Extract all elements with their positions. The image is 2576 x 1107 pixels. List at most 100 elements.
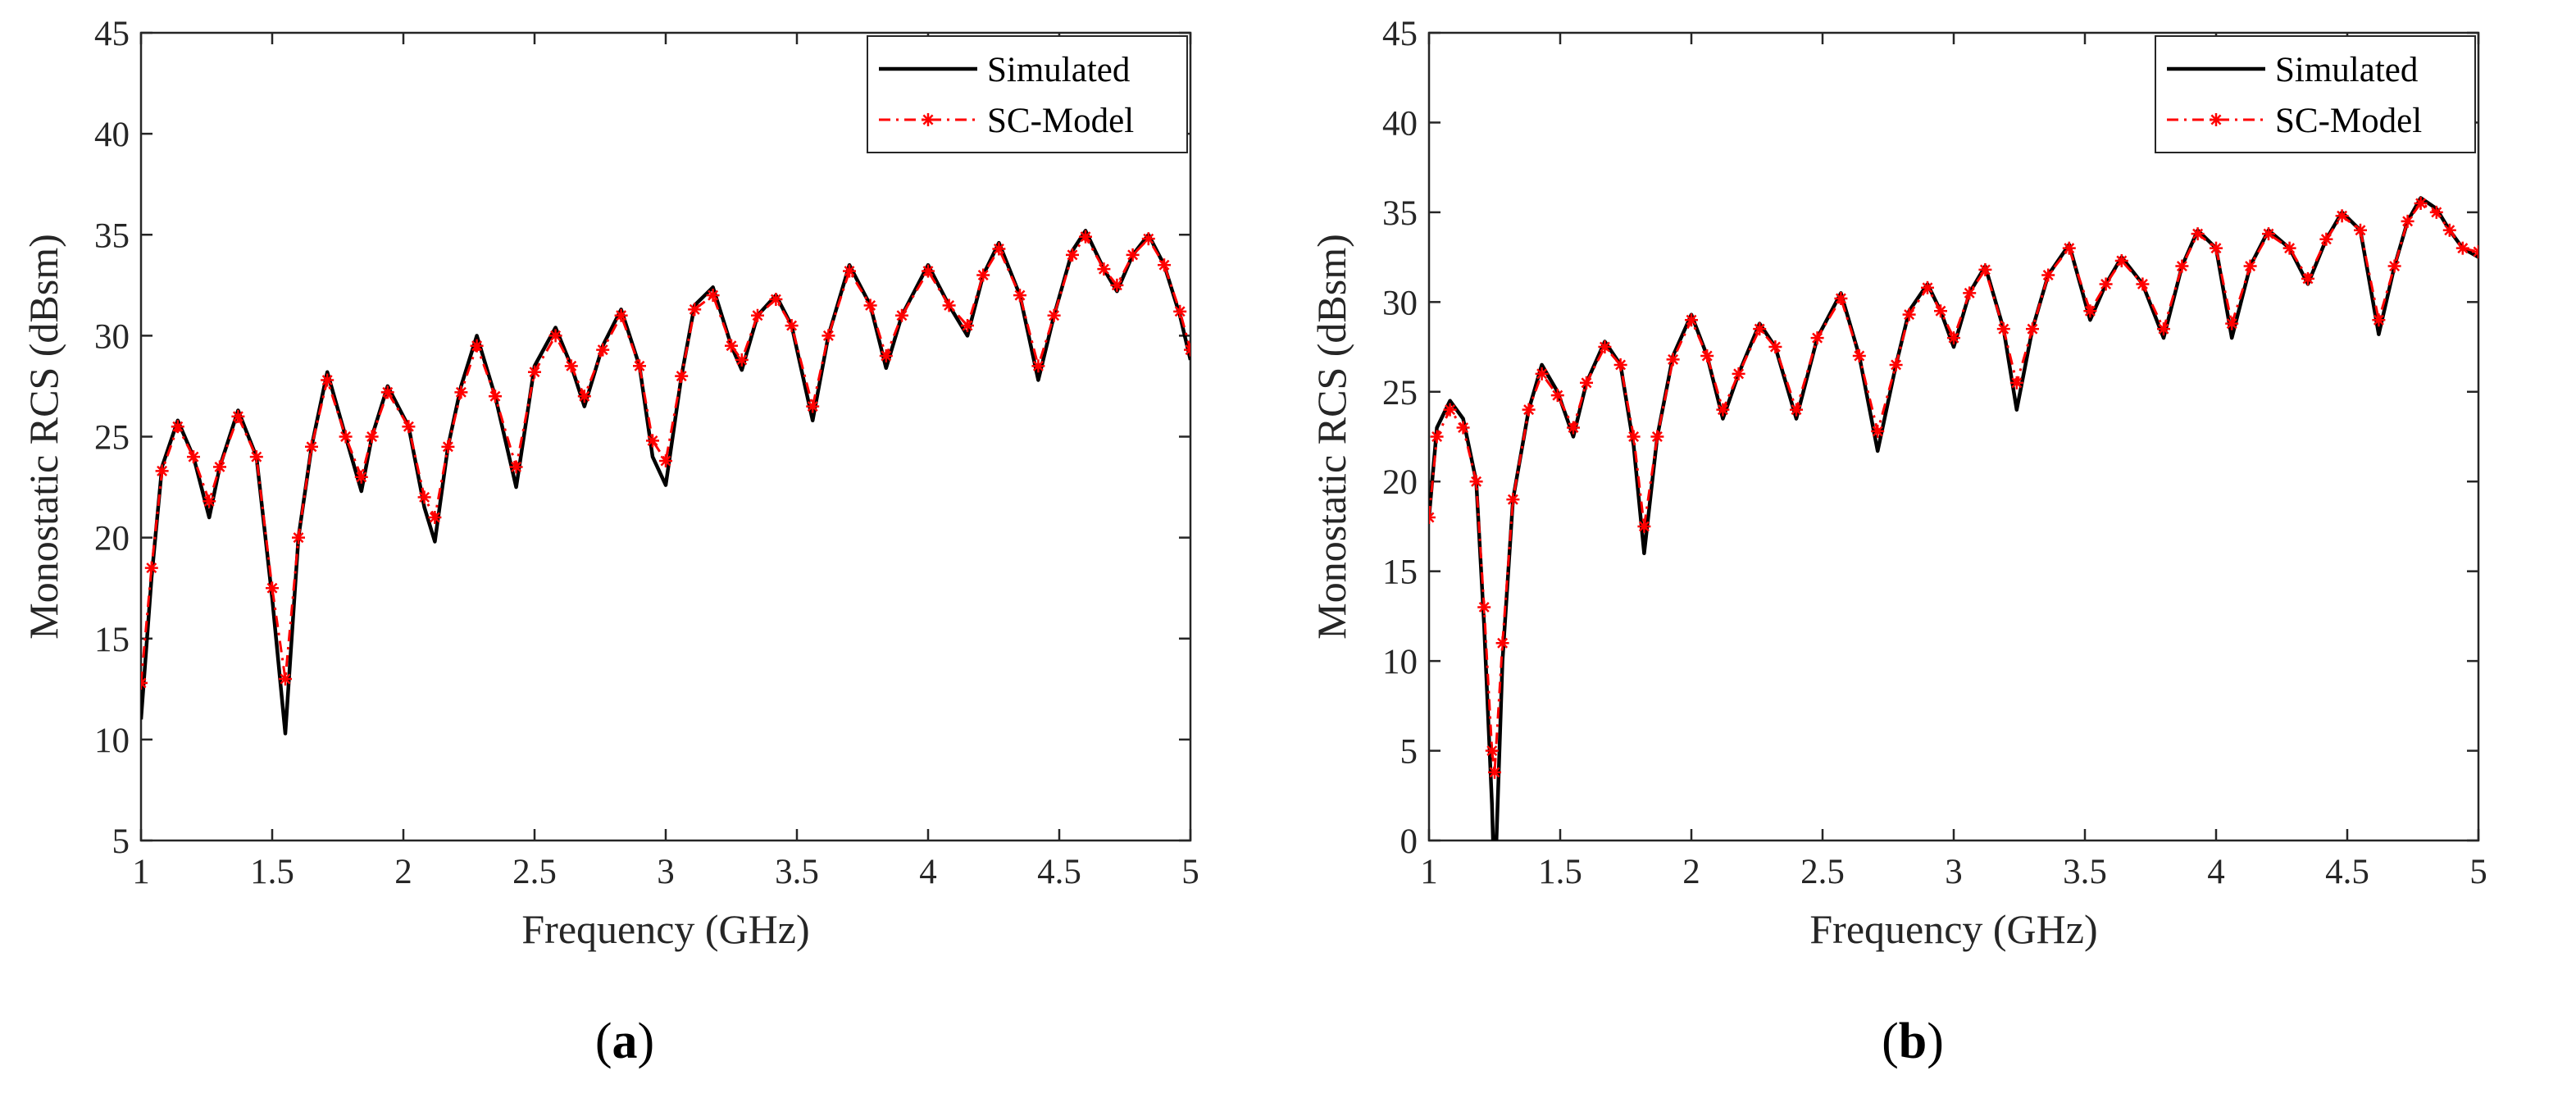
data-point-sc-model [1580, 376, 1593, 390]
chart-a: 1 1.5 2 2.5 3 3.5 4 4.5 5 5 10 15 20 25 30 35 40 45 Freque… [20, 15, 1199, 1069]
data-point-sc-model [1852, 349, 1866, 362]
data-point-sc-model [2157, 322, 2170, 336]
data-point-sc-model [863, 298, 877, 312]
data-point-sc-model [1477, 600, 1491, 614]
y-tick-label: 20 [1382, 463, 1418, 502]
y-tick-label: 25 [94, 419, 130, 458]
data-point-sc-model [1430, 430, 1444, 444]
data-point-sc-model [1947, 331, 1960, 345]
data-point-sc-model [402, 420, 416, 434]
data-point-sc-model [2041, 268, 2055, 282]
data-point-sc-model [1506, 493, 1520, 507]
x-tick-label: 2 [1682, 853, 1700, 891]
data-point-sc-model [2083, 304, 2097, 318]
data-point-sc-model [1996, 322, 2010, 336]
data-point-sc-model [2262, 227, 2275, 241]
y-tick-label: 25 [1382, 374, 1418, 412]
data-point-sc-model [279, 672, 292, 686]
data-point-sc-model [895, 308, 908, 322]
data-point-sc-model [489, 390, 502, 403]
data-point-sc-model [1732, 367, 1745, 380]
data-point-sc-model [2401, 214, 2414, 228]
y-tick-label: 20 [94, 520, 130, 558]
x-tick-label: 1.5 [250, 853, 294, 891]
data-point-sc-model [1173, 304, 1187, 318]
data-point-sc-model [596, 343, 610, 357]
data-point-sc-model [417, 490, 431, 504]
data-point-sc-model [1158, 258, 1171, 272]
x-tick-label: 2.5 [1800, 853, 1845, 891]
y-tick-label: 30 [1382, 284, 1418, 322]
data-point-sc-model [1031, 359, 1045, 373]
data-point-sc-model [141, 676, 148, 690]
x-tick-label: 3 [657, 853, 675, 891]
data-point-sc-model [305, 440, 318, 453]
data-point-sc-model [2354, 223, 2367, 237]
data-point-sc-model [1685, 313, 1698, 327]
y-tick-label: 40 [1382, 104, 1418, 143]
legend-label: Simulated [2275, 51, 2418, 89]
data-point-sc-model [976, 268, 990, 282]
data-point-sc-model [2225, 317, 2239, 330]
data-point-sc-model [675, 369, 689, 383]
data-point-sc-model [992, 242, 1006, 256]
data-point-sc-model [1110, 278, 1124, 292]
data-point-sc-model [806, 399, 820, 413]
y-axis-label: Monostatic RCS (dBsm) [20, 234, 66, 639]
data-point-sc-model [821, 329, 835, 343]
data-point-sc-model [2099, 277, 2113, 291]
data-point-sc-model [1456, 421, 1470, 435]
data-point-sc-model [1637, 519, 1651, 533]
y-tick-label: 10 [94, 722, 130, 760]
data-point-sc-model [292, 531, 305, 544]
data-point-sc-model [751, 308, 764, 322]
data-point-sc-model [1495, 636, 1509, 650]
y-tick-label: 45 [1382, 15, 1418, 53]
x-tick-label: 1 [132, 853, 150, 891]
data-point-sc-model [1963, 286, 1977, 300]
figure-caption: (b) [1882, 1014, 1944, 1069]
y-tick-label: 10 [1382, 643, 1418, 681]
series-line-sc-model [141, 235, 1190, 684]
data-point-sc-model [509, 460, 523, 474]
data-point-sc-model [879, 349, 893, 362]
data-point-sc-model [1567, 421, 1580, 435]
data-point-sc-model [922, 264, 935, 278]
data-point-sc-model [1066, 248, 1079, 262]
series-group [1429, 196, 2478, 840]
data-point-sc-model [614, 308, 628, 322]
data-point-sc-model [725, 339, 738, 353]
data-point-sc-model [266, 581, 279, 595]
data-point-sc-model [1871, 424, 1885, 438]
data-point-sc-model [706, 289, 720, 303]
data-point-sc-model [2372, 313, 2386, 327]
data-point-sc-model [1079, 230, 1092, 244]
x-tick-label: 1.5 [1538, 853, 1582, 891]
data-point-sc-model [1902, 308, 1916, 321]
data-point-sc-model [1790, 403, 1803, 417]
y-tick-label: 40 [94, 116, 130, 154]
data-point-sc-model [380, 385, 394, 399]
data-point-sc-model [1097, 262, 1111, 276]
data-point-sc-model [1889, 358, 1903, 371]
data-point-sc-model [2335, 209, 2349, 223]
data-point-sc-model [2114, 253, 2128, 267]
y-tick-label: 5 [1400, 733, 1418, 772]
data-point-sc-model [2472, 245, 2478, 259]
x-tick-label: 2 [394, 853, 412, 891]
data-point-sc-model [1627, 430, 1641, 444]
data-point-sc-model [1834, 291, 1848, 305]
legend: Simulated SC-Model [867, 35, 1188, 153]
chart-b: 1 1.5 2 2.5 3 3.5 4 4.5 5 0 5 10 15 20 25 30 35 40 45 Frequ… [1308, 15, 2487, 1069]
data-point-sc-model [2429, 205, 2443, 219]
data-point-sc-model [1488, 765, 1501, 779]
data-point-sc-model [735, 353, 749, 367]
y-axis-label: Monostatic RCS (dBsm) [1308, 234, 1354, 639]
data-point-sc-model [1550, 389, 1564, 403]
data-point-sc-model [1429, 511, 1436, 524]
x-tick-label: 3.5 [775, 853, 819, 891]
data-point-sc-model [528, 365, 541, 379]
data-point-sc-model [2282, 241, 2296, 255]
data-point-sc-model [1535, 367, 1549, 380]
data-point-sc-model [213, 460, 226, 474]
